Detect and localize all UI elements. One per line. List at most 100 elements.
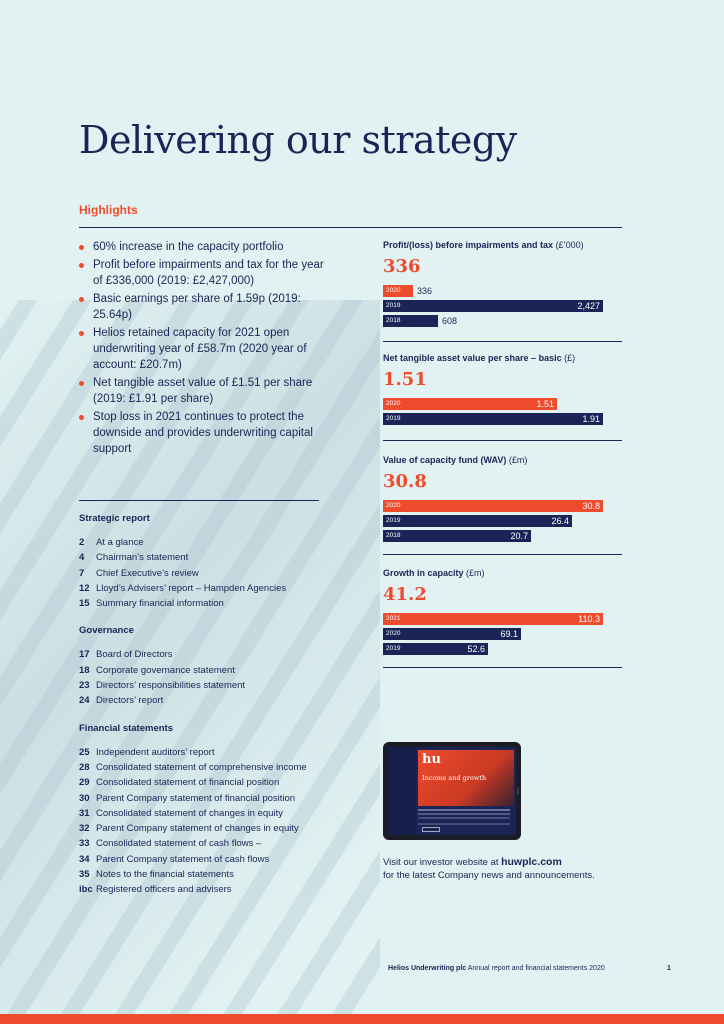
contents-entry[interactable]: 4 Chairman’s statement (79, 550, 359, 565)
section-heading: Financial statements (79, 722, 173, 734)
bar-category-label: 2019 (386, 415, 401, 422)
page-number: 29 (79, 777, 90, 789)
website-sidebar (388, 747, 416, 835)
entry-label: Parent Company statement of financial po… (96, 792, 296, 804)
bar (383, 300, 603, 312)
website-button (422, 827, 440, 832)
tablet-website-image: hu Income and growth (383, 742, 521, 840)
bar-value-label: 20.7 (510, 531, 528, 541)
bullet-icon (79, 331, 84, 336)
bar-row: 2020 69.1 (383, 628, 622, 640)
bullet-icon (79, 415, 84, 420)
highlight-item: Profit before impairments and tax for th… (79, 257, 324, 289)
page-title: Delivering our strategy (79, 118, 517, 162)
bottom-stripe (0, 1014, 724, 1024)
bar (383, 530, 531, 542)
chart-bars: 2020 336 2019 2,427 2018 608 (383, 285, 622, 327)
entry-label: Chief Executive’s review (96, 567, 199, 579)
highlight-item: Helios retained capacity for 2021 open u… (79, 325, 324, 373)
contents-entry[interactable]: 7 Chief Executive’s review (79, 566, 359, 581)
page-number: 23 (79, 680, 90, 692)
visit-website-text: Visit our investor website at huwplc.com… (383, 856, 595, 881)
highlight-item: 60% increase in the capacity portfolio (79, 239, 324, 255)
contents-list: Strategic report 2 At a glance 4 Chairman’… (79, 513, 359, 912)
entry-label: Parent Company statement of changes in e… (96, 823, 299, 835)
contents-entry[interactable]: 35 Notes to the financial statements (79, 867, 359, 882)
chart-headline-value: 41.2 (383, 584, 427, 605)
entry-label: Directors’ report (96, 695, 164, 707)
contents-entry[interactable]: 2 At a glance (79, 535, 359, 550)
entry-label: Notes to the financial statements (96, 869, 234, 881)
footer-page-number: 1 (667, 965, 671, 972)
bullet-icon (79, 245, 84, 250)
chart-title: Net tangible asset value per share – bas… (383, 353, 576, 363)
bar-row: 2019 2,427 (383, 300, 622, 312)
chart-headline-value: 30.8 (383, 471, 427, 492)
bar (383, 315, 438, 327)
bar-row: 2019 26.4 (383, 515, 622, 527)
page-number: ibc (79, 884, 93, 896)
bullet-icon (79, 381, 84, 386)
bar (383, 285, 413, 297)
bar-category-label: 2020 (386, 502, 401, 509)
contents-entry[interactable]: 18 Corporate governance statement (79, 663, 359, 678)
page-number: 28 (79, 761, 90, 773)
chart-bars: 2020 1.51 2019 1.91 (383, 398, 622, 425)
contents-entry[interactable]: 25 Independent auditors’ report (79, 745, 359, 760)
contents-entry[interactable]: 28 Consolidated statement of comprehensiv… (79, 760, 359, 775)
contents-entry[interactable]: ibc Registered officers and advisers (79, 882, 359, 897)
entry-label: Registered officers and advisers (96, 884, 232, 896)
contents-entry[interactable]: 15 Summary financial information (79, 596, 359, 611)
website-link[interactable]: huwplc.com (501, 856, 562, 868)
page-number: 25 (79, 746, 90, 758)
entry-label: Lloyd’s Advisers’ report – Hampden Agenc… (96, 582, 287, 594)
contents-entry[interactable]: 23 Directors’ responsibilities statement (79, 678, 359, 693)
page-number: 34 (79, 853, 90, 865)
contents-entry[interactable]: 33 Consolidated statement of cash flows – (79, 836, 359, 851)
bar-category-label: 2020 (386, 630, 401, 637)
page-number: 2 (79, 537, 85, 548)
highlight-item: Basic earnings per share of 1.59p (2019:… (79, 291, 324, 323)
bar (383, 515, 572, 527)
contents-entry[interactable]: 24 Directors’ report (79, 693, 359, 708)
contents-section-financial: Financial statements 25 Independent audit… (79, 723, 359, 898)
bar-value-label: 608 (442, 316, 458, 326)
page-number: 12 (79, 582, 90, 594)
contents-entry[interactable]: 31 Consolidated statement of changes in e… (79, 806, 359, 821)
entry-label: Consolidated statement of changes in equ… (96, 807, 283, 819)
contents-entry[interactable]: 17 Board of Directors (79, 647, 359, 662)
bullet-icon (79, 297, 84, 302)
bar-category-label: 2019 (386, 302, 401, 309)
chart-title: Value of capacity fund (WAV) (£m) (383, 455, 528, 465)
contents-entry[interactable]: 32 Parent Company statement of changes in… (79, 821, 359, 836)
contents-entry[interactable]: 34 Parent Company statement of cash flows (79, 852, 359, 867)
bar (383, 413, 603, 425)
entry-label: Consolidated statement of financial posi… (96, 777, 280, 789)
footer-document: Annual report and financial statements 2… (467, 965, 605, 972)
bar-row: 2019 1.91 (383, 413, 622, 425)
bar-row: 2018 20.7 (383, 530, 622, 542)
chart-title: Growth in capacity (£m) (383, 568, 485, 578)
highlights-heading: Highlights (79, 203, 138, 217)
bar-category-label: 2019 (386, 517, 401, 524)
divider (383, 554, 622, 555)
website-tagline: Income and growth (422, 774, 487, 782)
divider (383, 440, 622, 441)
website-hero: hu Income and growth (418, 750, 514, 806)
bar-row: 2020 1.51 (383, 398, 622, 410)
contents-entry[interactable]: 29 Consolidated statement of financial po… (79, 775, 359, 790)
bar-value-label: 26.4 (551, 516, 569, 526)
section-heading: Governance (79, 625, 134, 637)
bar (383, 643, 488, 655)
contents-entry[interactable]: 12 Lloyd’s Advisers’ report – Hampden Age… (79, 581, 359, 596)
footer-company: Helios Underwriting plc (388, 965, 467, 972)
contents-section-governance: Governance 17 Board of Directors 18 Corpor… (79, 625, 359, 708)
bar-category-label: 2021 (386, 615, 401, 622)
bar-row: 2019 52.6 (383, 643, 622, 655)
contents-entry[interactable]: 30 Parent Company statement of financial … (79, 791, 359, 806)
bar-category-label: 2018 (386, 532, 401, 539)
page-number: 7 (79, 567, 85, 579)
bar-category-label: 2020 (386, 400, 401, 407)
page-number: 33 (79, 838, 90, 850)
page-number: 4 (79, 552, 85, 564)
